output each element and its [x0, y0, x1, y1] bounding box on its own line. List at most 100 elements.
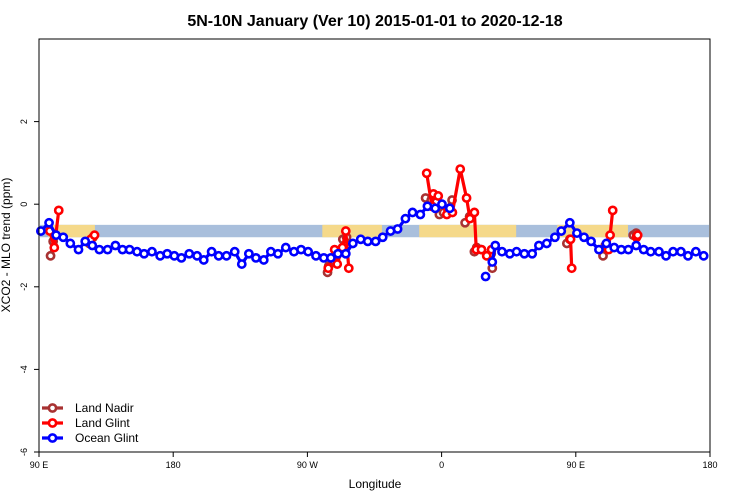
data-point — [323, 263, 334, 274]
data-point — [668, 246, 678, 257]
data-point — [487, 257, 498, 267]
data-point — [527, 248, 538, 259]
data-point — [362, 236, 373, 247]
data-point — [94, 244, 105, 255]
data-point — [251, 252, 261, 263]
data-point — [541, 238, 552, 249]
data-point — [65, 238, 76, 249]
data-point — [690, 246, 701, 257]
legend-label: Ocean Glint — [75, 431, 139, 445]
data-point — [49, 242, 60, 253]
data-point — [124, 244, 135, 255]
data-point — [601, 238, 612, 249]
data-point — [35, 226, 46, 236]
data-point — [400, 213, 411, 224]
legend-swatch-marker — [47, 403, 58, 413]
data-point — [661, 250, 671, 261]
y-axis-label: XCO2 - MLO trend (ppm) — [0, 178, 13, 313]
data-point — [332, 259, 343, 269]
data-point — [490, 240, 501, 251]
data-point — [377, 232, 388, 243]
y-tick-label-0: -6 — [19, 448, 29, 456]
data-point — [565, 234, 576, 245]
data-point — [645, 246, 656, 257]
legend-item-land-glint: Land Glint — [42, 416, 130, 430]
x-tick-label-0: 90 E — [30, 460, 49, 470]
x-tick-label-2: 90 W — [297, 460, 319, 470]
legend-item-land-nadir: Land Nadir — [42, 401, 134, 415]
data-point — [698, 250, 709, 261]
data-point — [444, 203, 455, 214]
data-point — [192, 250, 202, 261]
data-point — [303, 246, 314, 257]
data-point — [407, 207, 418, 218]
data-point — [340, 226, 351, 236]
y-tick-label-1: -4 — [19, 365, 29, 373]
data-point — [89, 230, 100, 241]
data-point — [455, 164, 466, 174]
x-axis-label: Longitude — [349, 477, 402, 491]
data-point — [236, 259, 247, 269]
data-point — [607, 205, 618, 216]
reference-band — [40, 224, 709, 238]
data-point — [683, 250, 693, 261]
y-tick-label-2: -2 — [19, 283, 29, 291]
data-point — [243, 248, 254, 259]
legend-label: Land Glint — [75, 416, 130, 430]
data-point — [102, 244, 113, 255]
data-point — [176, 252, 187, 263]
data-point — [343, 263, 354, 274]
data-point — [340, 248, 351, 259]
data-point — [465, 213, 475, 224]
data-point — [258, 255, 269, 265]
data-point — [139, 248, 150, 259]
y-tick-label-3: 0 — [19, 202, 29, 207]
data-point — [566, 263, 577, 274]
data-point — [370, 236, 381, 247]
data-point — [623, 244, 634, 255]
data-point — [469, 207, 480, 218]
data-point — [481, 250, 492, 261]
data-point — [586, 236, 596, 247]
data-point — [198, 255, 209, 265]
data-point — [632, 230, 643, 241]
data-point — [461, 193, 472, 203]
legend-swatch-marker — [47, 433, 58, 443]
data-point — [421, 168, 432, 179]
data-point — [564, 217, 575, 228]
data-point — [280, 242, 291, 253]
data-point — [80, 236, 91, 247]
x-axis: 90 E 180 90 W 0 90 E 180 — [30, 452, 718, 470]
x-tick-label-5: 180 — [702, 460, 717, 470]
data-point — [579, 232, 589, 243]
data-point — [184, 248, 195, 259]
data-point — [437, 199, 447, 210]
data-point — [392, 224, 403, 234]
data-point — [550, 232, 560, 243]
data-point — [476, 244, 487, 255]
x-tick-label-3: 0 — [439, 460, 444, 470]
data-point — [273, 248, 283, 259]
data-point — [311, 250, 321, 261]
data-point — [333, 248, 343, 259]
data-point — [605, 230, 615, 241]
plot-frame — [38, 38, 711, 453]
land-span-1 — [322, 224, 382, 238]
legend-swatch-marker — [47, 418, 58, 428]
series-ocean-glint — [35, 199, 709, 282]
data-point — [221, 250, 232, 261]
data-point — [206, 246, 217, 257]
data-point — [433, 191, 444, 201]
data-point — [519, 248, 530, 259]
data-point — [87, 240, 98, 251]
data-point — [347, 238, 358, 249]
data-point — [45, 250, 56, 261]
data-point — [533, 240, 544, 251]
data-point — [147, 246, 157, 257]
land-span-2 — [419, 224, 517, 238]
data-point — [110, 240, 121, 251]
data-point — [511, 246, 522, 257]
data-point — [53, 205, 64, 216]
